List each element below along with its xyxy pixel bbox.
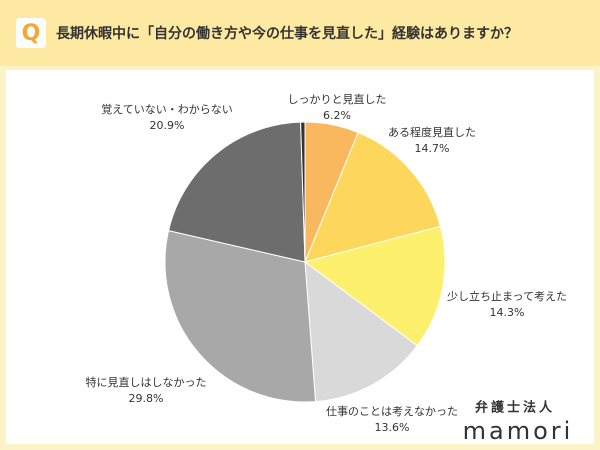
slice-value-label: 6.2%: [323, 109, 351, 122]
pie-slice: [300, 121, 306, 263]
slice-label: しっかりと見直した: [288, 92, 387, 106]
slice-value-label: 29.8%: [129, 392, 164, 405]
badge: Q: [22, 21, 41, 46]
header: [0, 0, 600, 66]
chart-title: 長期休暇中に「自分の働き方や今の仕事を見直した」経験はありますか？: [56, 25, 518, 42]
badge-box: [16, 18, 46, 48]
pie-slice: [167, 121, 306, 263]
slice-value-label: 14.7%: [415, 142, 450, 155]
logo-line2: mamori: [463, 417, 574, 445]
slice-value-label: 13.6%: [375, 421, 410, 434]
slice-label: 仕事のことは考えなかった: [326, 405, 458, 418]
pie-slice: [304, 260, 418, 403]
slice-label: 特に見直しはしなかった: [86, 375, 207, 389]
slice-label: 少し立ち止まって考えた: [447, 289, 567, 303]
logo-line1: 弁護士法人: [475, 400, 555, 416]
slice-value-label: 14.3%: [490, 306, 525, 319]
slice-value-label: 20.9%: [150, 119, 185, 132]
slice-label: 覚えていない・わからない: [101, 103, 232, 116]
pie-slice: [303, 225, 446, 347]
slice-label: ある程度見直した: [388, 125, 476, 139]
pie-slice: [164, 230, 317, 403]
pie-slice: [304, 131, 441, 263]
